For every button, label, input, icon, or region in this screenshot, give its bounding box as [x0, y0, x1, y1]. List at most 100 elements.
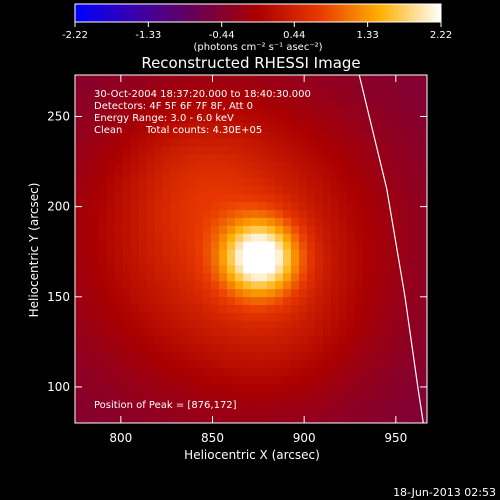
heatmap-cell — [411, 233, 420, 242]
heatmap-cell — [395, 391, 404, 400]
heatmap-cell — [323, 288, 332, 298]
heatmap-cell — [195, 217, 204, 226]
heatmap-cell — [107, 375, 116, 385]
heatmap-cell — [83, 280, 92, 290]
heatmap-cell — [131, 130, 140, 139]
heatmap-cell — [347, 75, 356, 84]
heatmap-cell — [299, 241, 308, 250]
heatmap-cell — [307, 304, 316, 313]
heatmap-cell — [235, 185, 244, 195]
heatmap-cell — [203, 367, 212, 377]
heatmap-cell — [235, 280, 244, 290]
heatmap-cell — [419, 90, 427, 100]
heatmap-cell — [211, 138, 220, 147]
heatmap-cell — [179, 336, 188, 345]
heatmap-cell — [363, 122, 372, 131]
heatmap-cell — [387, 256, 396, 266]
heatmap-cell — [131, 312, 140, 321]
heatmap-cell — [379, 193, 388, 203]
heatmap-cell — [227, 82, 236, 92]
heatmap-cell — [251, 415, 260, 423]
heatmap-cell — [347, 233, 356, 242]
heatmap-cell — [283, 185, 292, 195]
heatmap-cell — [291, 336, 300, 345]
heatmap-cell — [267, 249, 276, 258]
heatmap-cell — [403, 407, 412, 416]
heatmap-cell — [99, 280, 108, 290]
heatmap-cell — [355, 272, 364, 282]
heatmap-cell — [171, 288, 180, 298]
heatmap-cell — [91, 312, 100, 321]
heatmap-cell — [163, 296, 172, 305]
heatmap-cell — [107, 98, 116, 108]
heatmap-cell — [179, 201, 188, 211]
heatmap-cell — [419, 280, 427, 290]
heatmap-cell — [131, 233, 140, 242]
heatmap-cell — [155, 146, 164, 155]
heatmap-cell — [307, 256, 316, 266]
heatmap-cell — [355, 201, 364, 211]
heatmap-cell — [419, 336, 427, 345]
heatmap-cell — [411, 130, 420, 139]
heatmap-cell — [331, 304, 340, 313]
heatmap-cell — [227, 138, 236, 147]
heatmap-cell — [91, 106, 100, 116]
heatmap-cell — [147, 272, 156, 282]
heatmap-cell — [299, 415, 308, 423]
heatmap-cell — [115, 122, 124, 131]
heatmap-cell — [275, 391, 284, 400]
heatmap-cell — [83, 328, 92, 337]
heatmap-cell — [243, 375, 252, 385]
heatmap-cell — [323, 177, 332, 187]
heatmap-cell — [259, 75, 268, 84]
heatmap-cell — [91, 225, 100, 234]
heatmap-cell — [355, 415, 364, 423]
heatmap-cell — [267, 407, 276, 416]
heatmap-cell — [291, 383, 300, 392]
heatmap-cell — [155, 296, 164, 305]
heatmap-cell — [331, 336, 340, 345]
heatmap-cell — [307, 312, 316, 321]
heatmap-cell — [331, 98, 340, 108]
heatmap-cell — [123, 367, 132, 377]
heatmap-cell — [307, 336, 316, 345]
heatmap-cell — [283, 138, 292, 147]
heatmap-cell — [235, 312, 244, 321]
heatmap-cell — [235, 82, 244, 92]
heatmap-cell — [403, 82, 412, 92]
heatmap-cell — [307, 217, 316, 226]
colorbar-ticks: -2.22 -1.33 -0.44 0.44 1.33 2.22 — [62, 22, 452, 41]
heatmap-cell — [299, 264, 308, 274]
heatmap-cell — [331, 375, 340, 385]
heatmap-cell — [83, 82, 92, 92]
heatmap-cell — [211, 375, 220, 385]
heatmap-cell — [395, 217, 404, 226]
heatmap-cell — [219, 106, 228, 116]
heatmap-cell — [227, 256, 236, 266]
heatmap-cell — [211, 209, 220, 218]
heatmap-cell — [227, 201, 236, 211]
heatmap-cell — [243, 90, 252, 100]
heatmap-cell — [291, 328, 300, 337]
heatmap-cell — [347, 241, 356, 250]
heatmap-cell — [339, 407, 348, 416]
heatmap-cell — [147, 288, 156, 298]
heatmap-cell — [315, 75, 324, 84]
heatmap-cell — [419, 391, 427, 400]
heatmap-cell — [307, 328, 316, 337]
heatmap-cell — [291, 288, 300, 298]
heatmap-cell — [235, 98, 244, 108]
heatmap-cell — [323, 383, 332, 392]
heatmap-cell — [419, 272, 427, 282]
heatmap-cell — [187, 217, 196, 226]
heatmap-cell — [195, 256, 204, 266]
heatmap-cell — [259, 328, 268, 337]
heatmap-cell — [139, 280, 148, 290]
heatmap-cell — [275, 280, 284, 290]
heatmap-cell — [163, 185, 172, 195]
heatmap-cell — [323, 106, 332, 116]
heatmap-cell — [163, 256, 172, 266]
heatmap-cell — [323, 154, 332, 163]
heatmap-cell — [155, 75, 164, 84]
heatmap-cell — [227, 296, 236, 305]
